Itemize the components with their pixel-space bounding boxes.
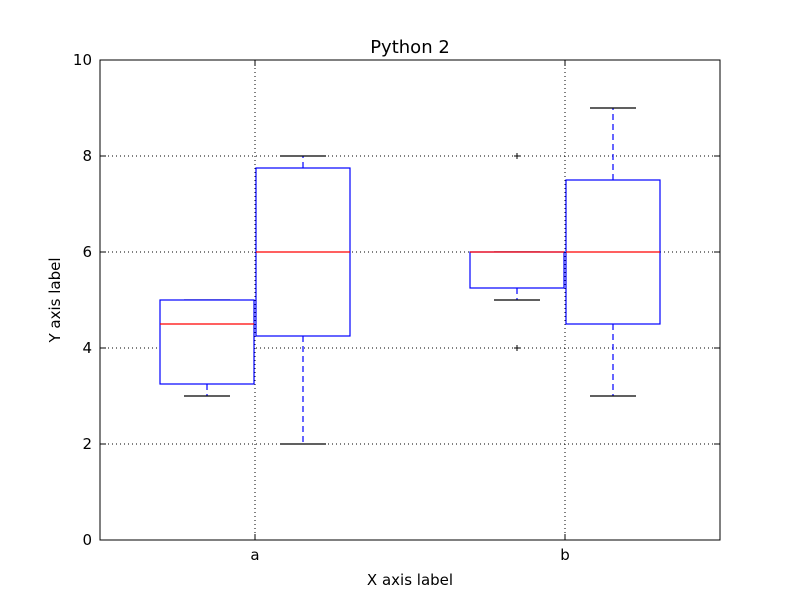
outlier-marker bbox=[514, 345, 520, 351]
y-tick-label: 4 bbox=[82, 339, 92, 357]
box-plot bbox=[255, 155, 351, 445]
axis-ticks: 0 2 4 6 8 10 a b bbox=[73, 51, 720, 564]
x-axis-label: X axis label bbox=[367, 571, 453, 589]
y-tick-label: 6 bbox=[82, 243, 92, 261]
box-plot bbox=[565, 107, 661, 397]
box-iqr bbox=[159, 299, 255, 385]
y-axis-label: Y axis label bbox=[46, 257, 64, 343]
y-tick-label: 2 bbox=[82, 435, 92, 453]
boxes bbox=[159, 107, 661, 445]
x-tick-label: b bbox=[560, 546, 570, 564]
y-tick-label: 10 bbox=[73, 51, 92, 69]
y-tick-label: 8 bbox=[82, 147, 92, 165]
outlier-marker bbox=[514, 153, 520, 159]
box-plot bbox=[469, 153, 565, 351]
box-plot bbox=[159, 299, 255, 397]
plot-area bbox=[99, 59, 721, 541]
box-iqr bbox=[469, 251, 565, 289]
chart-title: Python 2 bbox=[370, 37, 450, 58]
y-tick-label: 0 bbox=[82, 531, 92, 549]
x-tick-label: a bbox=[250, 546, 259, 564]
